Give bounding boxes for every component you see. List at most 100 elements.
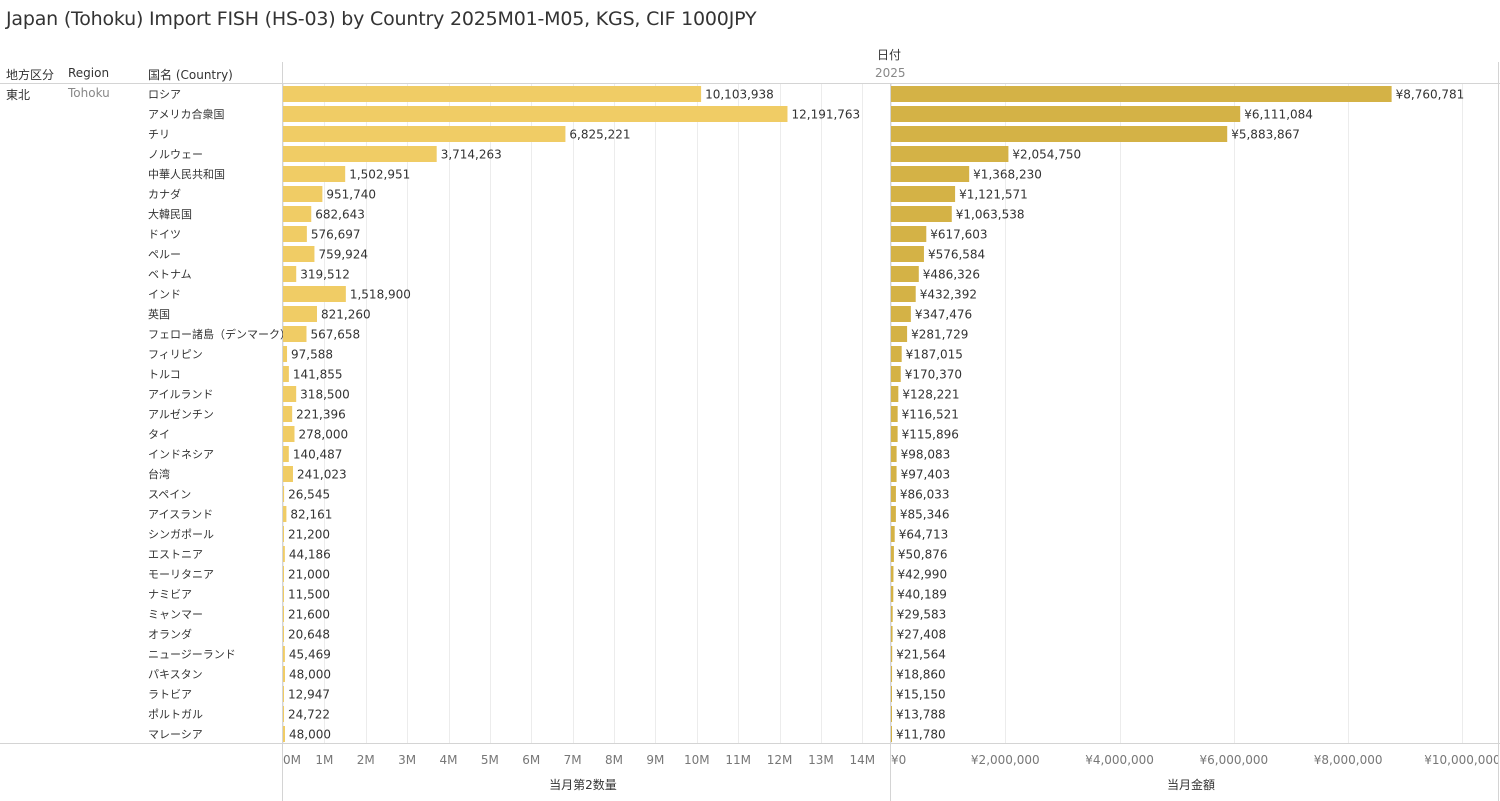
quantity-bar[interactable] xyxy=(283,306,317,322)
country-label[interactable]: インド xyxy=(148,288,181,301)
country-label[interactable]: ニュージーランド xyxy=(148,648,236,661)
quantity-bar[interactable] xyxy=(283,266,297,282)
country-label[interactable]: 台湾 xyxy=(148,468,170,481)
value-bar[interactable] xyxy=(891,726,892,742)
country-label[interactable]: アイルランド xyxy=(148,388,214,401)
value-bar[interactable] xyxy=(891,106,1241,122)
quantity-bar[interactable] xyxy=(283,646,285,662)
quantity-bar[interactable] xyxy=(283,446,289,462)
country-label[interactable]: 英国 xyxy=(148,308,170,321)
quantity-bar[interactable] xyxy=(283,466,293,482)
value-bar[interactable] xyxy=(891,706,892,722)
country-label[interactable]: 大韓民国 xyxy=(148,208,192,221)
value-bar[interactable] xyxy=(891,166,970,182)
value-bar[interactable] xyxy=(891,226,927,242)
value-bar[interactable] xyxy=(891,306,911,322)
country-label[interactable]: パキスタン xyxy=(148,668,203,681)
value-bar[interactable] xyxy=(891,126,1228,142)
quantity-bar[interactable] xyxy=(283,346,288,362)
value-bar[interactable] xyxy=(891,246,924,262)
country-label[interactable]: インドネシア xyxy=(148,448,214,461)
country-label[interactable]: フィリピン xyxy=(148,348,203,361)
quantity-bar[interactable] xyxy=(283,206,312,222)
country-label[interactable]: アイスランド xyxy=(148,508,214,521)
country-label[interactable]: 中華人民共和国 xyxy=(148,168,225,181)
header-year[interactable]: 2025 xyxy=(875,66,906,80)
country-label[interactable]: ミャンマー xyxy=(148,608,203,621)
quantity-bar[interactable] xyxy=(283,606,284,622)
quantity-bar[interactable] xyxy=(283,686,284,702)
header-region[interactable]: Region xyxy=(68,66,110,80)
value-bar[interactable] xyxy=(891,646,893,662)
country-label[interactable]: ノルウェー xyxy=(148,148,203,161)
value-bar[interactable] xyxy=(891,346,902,362)
value-bar[interactable] xyxy=(891,326,908,342)
quantity-bar[interactable] xyxy=(283,706,285,722)
country-label[interactable]: スペイン xyxy=(148,488,192,501)
value-bar[interactable] xyxy=(891,446,897,462)
value-bar[interactable] xyxy=(891,666,893,682)
value-bar[interactable] xyxy=(891,286,916,302)
country-label[interactable]: ベトナム xyxy=(148,268,192,281)
country-label[interactable]: モーリタニア xyxy=(148,568,214,581)
quantity-bar[interactable] xyxy=(283,366,289,382)
value-bar[interactable] xyxy=(891,546,894,562)
quantity-bar[interactable] xyxy=(283,226,307,242)
quantity-bar[interactable] xyxy=(283,106,788,122)
quantity-bar[interactable] xyxy=(283,566,284,582)
quantity-bar[interactable] xyxy=(283,326,307,342)
country-label[interactable]: タイ xyxy=(148,428,170,441)
header-date-field[interactable]: 日付 xyxy=(877,48,902,62)
quantity-axis-title[interactable]: 当月第2数量 xyxy=(549,777,617,792)
value-bar[interactable] xyxy=(891,146,1009,162)
quantity-bar[interactable] xyxy=(283,506,287,522)
value-bar[interactable] xyxy=(891,486,896,502)
country-label[interactable]: ナミビア xyxy=(148,588,192,601)
quantity-bar[interactable] xyxy=(283,426,295,442)
value-bar[interactable] xyxy=(891,526,895,542)
quantity-bar[interactable] xyxy=(283,186,323,202)
quantity-bar[interactable] xyxy=(283,406,293,422)
value-bar[interactable] xyxy=(891,686,892,702)
country-label[interactable]: アルゼンチン xyxy=(148,408,214,421)
quantity-bar[interactable] xyxy=(283,486,285,502)
value-bar[interactable] xyxy=(891,266,919,282)
quantity-bar[interactable] xyxy=(283,386,297,402)
quantity-bar[interactable] xyxy=(283,666,285,682)
quantity-bar[interactable] xyxy=(283,626,284,642)
country-label[interactable]: ドイツ xyxy=(148,228,181,241)
country-label[interactable]: ロシア xyxy=(148,88,181,101)
region-cell[interactable]: Tohoku xyxy=(68,86,110,100)
quantity-bar[interactable] xyxy=(283,546,285,562)
value-bar[interactable] xyxy=(891,626,893,642)
quantity-bar[interactable] xyxy=(283,246,315,262)
quantity-bar[interactable] xyxy=(283,526,284,542)
value-bar[interactable] xyxy=(891,406,898,422)
value-bar[interactable] xyxy=(891,426,898,442)
quantity-bar[interactable] xyxy=(283,586,284,602)
header-country[interactable]: 国名 (Country) xyxy=(148,68,233,82)
value-bar[interactable] xyxy=(891,366,901,382)
country-label[interactable]: マレーシア xyxy=(148,728,203,741)
header-chiho[interactable]: 地方区分 xyxy=(6,68,55,82)
value-bar[interactable] xyxy=(891,566,894,582)
value-bar[interactable] xyxy=(891,586,894,602)
quantity-bar[interactable] xyxy=(283,726,285,742)
value-bar[interactable] xyxy=(891,206,952,222)
country-label[interactable]: チリ xyxy=(148,128,170,141)
value-bar[interactable] xyxy=(891,186,956,202)
value-bar[interactable] xyxy=(891,506,896,522)
value-bar[interactable] xyxy=(891,86,1392,102)
country-label[interactable]: エストニア xyxy=(148,548,203,561)
value-bar[interactable] xyxy=(891,466,897,482)
quantity-bar[interactable] xyxy=(283,146,437,162)
quantity-bar[interactable] xyxy=(283,126,566,142)
country-label[interactable]: トルコ xyxy=(148,368,181,381)
country-label[interactable]: シンガポール xyxy=(148,528,214,541)
country-label[interactable]: ペルー xyxy=(148,248,181,261)
country-label[interactable]: ラトビア xyxy=(148,688,192,701)
country-label[interactable]: フェロー諸島（デンマーク） xyxy=(148,328,291,341)
country-label[interactable]: オランダ xyxy=(148,628,192,641)
value-bar[interactable] xyxy=(891,386,899,402)
country-label[interactable]: カナダ xyxy=(148,188,181,201)
